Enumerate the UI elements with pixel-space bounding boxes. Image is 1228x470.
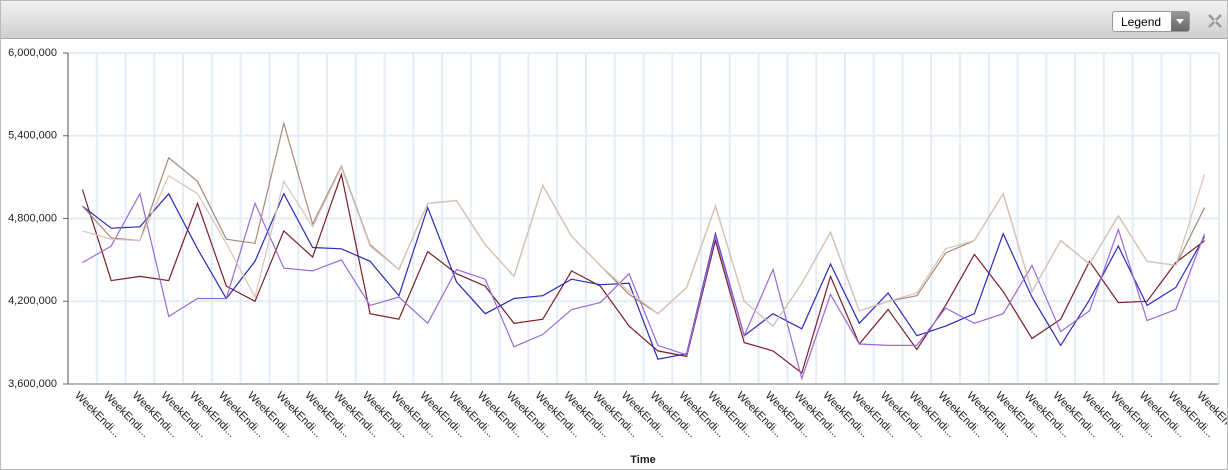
y-tick-label: 4,800,000 — [8, 212, 57, 224]
y-tick-label: 4,200,000 — [8, 295, 57, 307]
x-axis-title: Time — [630, 454, 655, 466]
y-tick-label: 5,400,000 — [8, 130, 57, 142]
y-tick-label: 6,000,000 — [8, 47, 57, 59]
legend-dropdown[interactable]: Legend — [1112, 11, 1190, 32]
series-line — [82, 165, 1206, 327]
series-line — [82, 192, 1206, 381]
y-tick-label: 3,600,000 — [8, 378, 57, 390]
series-line — [81, 172, 1205, 375]
toolbar: Legend — [1, 1, 1227, 39]
dropdown-arrow[interactable] — [1171, 12, 1189, 31]
series-line — [82, 192, 1206, 360]
collapse-icon[interactable] — [1208, 14, 1222, 28]
legend-dropdown-label: Legend — [1121, 15, 1162, 29]
